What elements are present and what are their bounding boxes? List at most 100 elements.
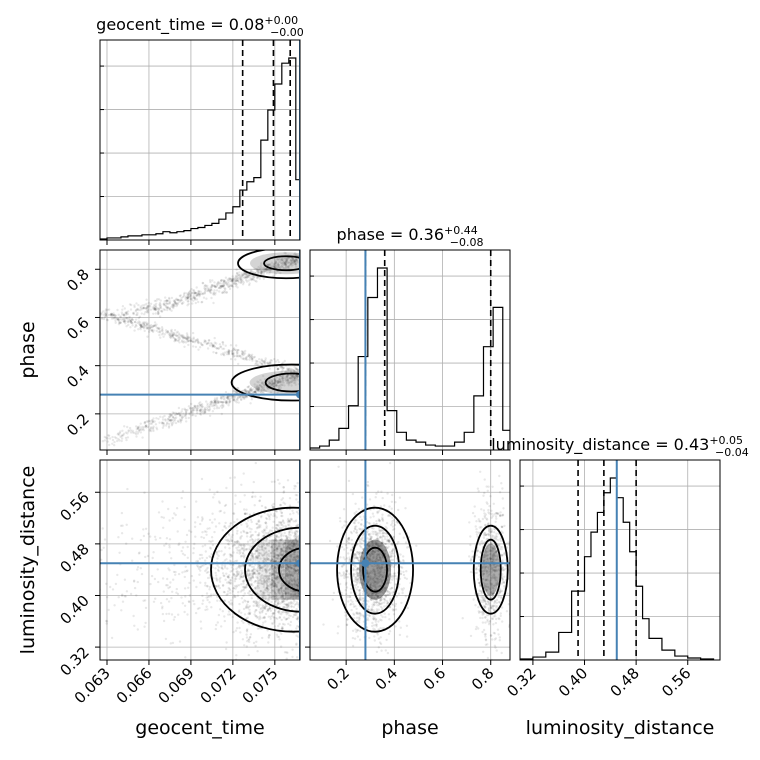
sample-point	[195, 409, 199, 412]
sample-point	[267, 641, 270, 644]
sample-point	[220, 625, 223, 628]
sample-point	[227, 285, 230, 288]
sample-point	[241, 585, 245, 589]
sample-point	[262, 595, 265, 598]
sample-point	[91, 623, 93, 625]
sample-point	[146, 420, 150, 423]
sample-point	[104, 314, 107, 317]
sample-point	[189, 297, 192, 301]
sample-point	[213, 281, 216, 284]
sample-point	[488, 602, 491, 605]
sample-point	[267, 599, 271, 602]
sample-point	[284, 572, 287, 576]
sample-point	[170, 334, 173, 337]
sample-point	[281, 625, 284, 629]
sample-point	[269, 586, 273, 590]
x-tick-label: 0.48	[607, 664, 643, 700]
sample-point	[295, 643, 298, 646]
sample-point	[237, 362, 240, 366]
sample-point	[152, 429, 155, 433]
sample-point	[285, 592, 288, 595]
x-axis-label: luminosity_distance	[526, 717, 715, 739]
sample-point	[109, 313, 113, 317]
sample-point	[276, 368, 279, 371]
sample-point	[273, 386, 276, 389]
sample-point	[264, 597, 267, 600]
sample-point	[265, 604, 268, 608]
sample-point	[482, 598, 485, 602]
sample-point	[200, 477, 204, 481]
sample-point	[255, 386, 259, 389]
sample-point	[191, 409, 195, 412]
sample-point	[152, 329, 155, 332]
sample-point	[167, 586, 170, 590]
sample-point	[217, 585, 220, 588]
sample-point	[501, 514, 505, 517]
sample-point	[350, 548, 353, 551]
sample-point	[150, 419, 154, 422]
sample-point	[284, 260, 288, 263]
sample-point	[241, 389, 244, 393]
sample-point	[138, 323, 142, 326]
sample-point	[272, 569, 275, 573]
sample-point	[284, 379, 287, 382]
sample-point	[138, 315, 142, 318]
sample-point	[276, 478, 280, 482]
sample-point	[264, 605, 267, 609]
sample-point	[372, 569, 375, 572]
sample-point	[283, 610, 286, 613]
sample-point	[208, 279, 212, 282]
sample-point	[127, 430, 130, 433]
sample-point	[286, 564, 289, 567]
sample-point	[229, 599, 233, 602]
sample-point	[289, 547, 292, 551]
sample-point	[238, 277, 242, 280]
sample-point	[171, 303, 174, 306]
sample-point	[274, 571, 278, 574]
sample-point	[490, 638, 494, 641]
sample-point	[355, 531, 358, 534]
sample-point	[246, 600, 250, 603]
sample-point	[165, 584, 168, 587]
sample-point	[223, 524, 226, 528]
sample-point	[121, 434, 124, 437]
sample-point	[366, 544, 369, 547]
sample-point	[263, 578, 266, 582]
sample-point	[213, 401, 217, 404]
sample-point	[353, 557, 357, 560]
sample-point	[161, 422, 164, 425]
sample-point	[266, 600, 269, 603]
sample-point	[406, 606, 409, 610]
sample-point	[175, 334, 178, 337]
sample-point	[168, 333, 172, 336]
sample-point	[240, 350, 244, 353]
sample-point	[495, 564, 498, 567]
sample-point	[184, 411, 188, 414]
sample-point	[143, 313, 146, 316]
sample-point	[265, 550, 268, 553]
sample-point	[289, 534, 292, 537]
sample-point	[277, 524, 280, 527]
sample-point	[261, 270, 264, 273]
sample-point	[139, 326, 143, 329]
sample-point	[292, 520, 295, 523]
sample-point	[261, 582, 265, 585]
sample-point	[250, 583, 253, 587]
sample-point	[212, 401, 216, 405]
sample-point	[388, 551, 392, 554]
sample-point	[369, 571, 372, 574]
sample-point	[117, 438, 120, 441]
sample-point	[209, 403, 212, 406]
sample-point	[253, 587, 257, 590]
sample-point	[282, 576, 285, 579]
panel-title-minus: −0.08	[450, 236, 484, 249]
sample-point	[488, 594, 492, 597]
sample-point	[281, 593, 285, 596]
sample-point	[289, 539, 292, 542]
sample-point	[280, 265, 283, 268]
sample-point	[205, 592, 209, 595]
sample-point	[267, 542, 270, 545]
sample-point	[230, 280, 233, 283]
sample-point	[183, 587, 187, 590]
sample-point	[263, 383, 266, 387]
